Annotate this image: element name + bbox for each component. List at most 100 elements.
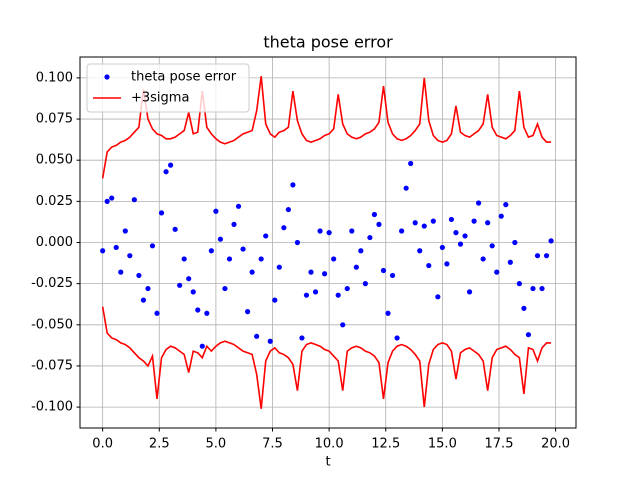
data-point	[421, 223, 427, 229]
x-axis-label: t	[325, 455, 330, 470]
x-tick-label: 10.0	[315, 437, 344, 452]
data-point	[276, 264, 282, 270]
data-point	[548, 238, 554, 244]
data-point	[521, 305, 527, 311]
data-point	[408, 160, 414, 167]
data-point	[430, 218, 436, 224]
data-point	[222, 285, 228, 292]
data-point	[403, 185, 409, 191]
data-point	[249, 269, 255, 275]
data-point	[195, 307, 201, 313]
data-point	[344, 285, 350, 292]
data-point	[104, 198, 110, 204]
legend-marker	[104, 74, 110, 80]
data-point	[181, 256, 187, 262]
data-point	[539, 285, 545, 292]
data-point	[272, 297, 278, 303]
data-point	[240, 246, 246, 252]
data-point	[177, 282, 183, 288]
data-point	[471, 218, 477, 224]
data-point	[340, 322, 346, 328]
data-point	[371, 211, 378, 218]
data-point	[476, 200, 482, 206]
data-point	[480, 256, 486, 262]
data-point	[498, 213, 504, 219]
data-point	[303, 292, 310, 298]
data-point	[226, 256, 233, 262]
legend-box	[86, 63, 250, 113]
data-point	[376, 221, 382, 227]
data-point	[100, 248, 106, 254]
x-tick-label: 5.0	[206, 437, 227, 452]
data-point	[489, 243, 495, 249]
data-point	[530, 285, 536, 292]
data-point	[163, 169, 169, 175]
data-point	[367, 234, 373, 241]
data-point	[399, 228, 405, 234]
data-point	[525, 332, 532, 338]
data-point	[244, 309, 251, 315]
data-point	[503, 202, 509, 208]
y-tick-label: -0.075	[31, 358, 73, 373]
data-point	[380, 267, 387, 274]
data-point	[331, 256, 337, 262]
data-point	[285, 206, 291, 213]
y-tick-label: 0.000	[36, 235, 73, 250]
axes-frame	[79, 56, 577, 429]
y-tick-label: 0.025	[36, 194, 73, 209]
data-point	[258, 256, 264, 262]
data-point	[494, 269, 500, 275]
data-point	[109, 195, 115, 201]
data-point	[127, 253, 133, 259]
data-point	[358, 248, 364, 254]
data-point	[172, 226, 178, 232]
data-point	[122, 228, 128, 234]
data-point	[263, 233, 269, 239]
y-tick-label: 0.075	[36, 112, 73, 127]
data-point	[231, 221, 237, 227]
data-point	[326, 230, 332, 236]
data-point	[462, 233, 468, 239]
data-point	[217, 236, 224, 242]
data-point	[349, 228, 355, 234]
y-tick-label: -0.025	[31, 276, 73, 291]
data-point	[485, 220, 491, 226]
data-point	[235, 203, 242, 209]
data-point	[294, 239, 301, 246]
data-point	[190, 289, 196, 295]
data-point	[308, 269, 314, 275]
data-point	[113, 244, 119, 251]
data-point	[412, 220, 418, 226]
data-point	[426, 262, 432, 269]
data-point	[353, 264, 359, 270]
data-point	[208, 248, 214, 254]
y-tick-label: 0.100	[36, 70, 73, 85]
data-point	[118, 269, 124, 275]
chart-title: theta pose error	[263, 33, 393, 52]
data-point	[417, 248, 423, 254]
data-point	[466, 289, 473, 295]
data-point	[254, 333, 260, 339]
data-point	[335, 292, 341, 298]
data-point	[385, 310, 391, 316]
series-line	[101, 76, 552, 179]
data-point	[186, 276, 192, 282]
data-point	[140, 297, 147, 303]
data-point	[167, 162, 174, 168]
data-point	[299, 335, 305, 341]
x-tick-label: 12.5	[371, 437, 400, 452]
data-point	[507, 259, 513, 265]
x-tick-label: 20.0	[541, 437, 570, 452]
legend-label: theta pose error	[131, 70, 237, 85]
data-point	[312, 289, 319, 295]
data-point	[394, 335, 400, 341]
data-point	[204, 310, 210, 316]
legend-label: +3sigma	[131, 91, 189, 106]
data-point	[362, 281, 368, 287]
data-point	[516, 281, 522, 287]
x-tick-label: 0.0	[92, 437, 113, 452]
data-point	[389, 272, 396, 279]
data-point	[543, 253, 550, 259]
data-point	[448, 216, 455, 223]
data-point	[290, 182, 296, 188]
